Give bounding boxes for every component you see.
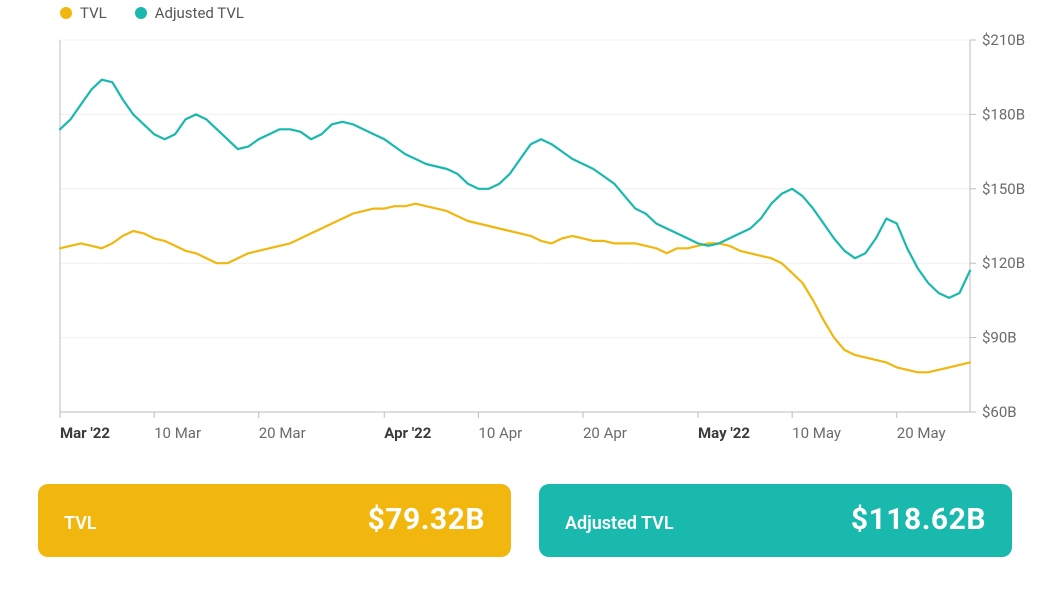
card-tvl: TVL $79.32B — [38, 484, 511, 557]
x-tick-label: 10 May — [792, 424, 841, 442]
y-tick-label: $150B — [982, 180, 1025, 198]
y-tick-label: $180B — [982, 105, 1025, 123]
card-adjusted: Adjusted TVL $118.62B — [539, 484, 1012, 557]
card-adjusted-title: Adjusted TVL — [565, 513, 674, 534]
y-tick-label: $90B — [982, 329, 1017, 347]
card-adjusted-value: $118.62B — [851, 502, 986, 537]
chart-svg: $210B $180B $150B $120B $90B $60B Mar '22 10 M… — [10, 30, 1040, 460]
summary-cards: TVL $79.32B Adjusted TVL $118.62B — [10, 460, 1040, 557]
x-tick-label: Apr '22 — [384, 424, 432, 442]
tvl-line-chart: $210B $180B $150B $120B $90B $60B Mar '22 10 M… — [10, 30, 1040, 460]
card-tvl-title: TVL — [64, 513, 97, 534]
x-tick-label: 20 Apr — [583, 424, 627, 442]
y-tick-label: $60B — [982, 403, 1017, 421]
x-tick-label: May '22 — [698, 424, 750, 442]
x-tick-label: 20 Mar — [259, 424, 306, 442]
series-tvl — [60, 204, 970, 373]
y-tick-label: $120B — [982, 254, 1025, 272]
card-tvl-value: $79.32B — [368, 502, 485, 537]
legend-dot-tvl — [60, 7, 72, 19]
chart-legend: TVL Adjusted TVL — [10, 0, 1040, 30]
y-tick-label: $210B — [982, 31, 1025, 49]
legend-label-tvl: TVL — [80, 4, 107, 22]
legend-item-adjusted: Adjusted TVL — [135, 4, 244, 22]
legend-dot-adjusted — [135, 7, 147, 19]
x-tick-label: 20 May — [897, 424, 946, 442]
legend-label-adjusted: Adjusted TVL — [155, 4, 244, 22]
x-tick-label: 10 Mar — [154, 424, 201, 442]
legend-item-tvl: TVL — [60, 4, 107, 22]
x-tick-label: 10 Apr — [478, 424, 522, 442]
x-tick-label: Mar '22 — [60, 424, 110, 442]
